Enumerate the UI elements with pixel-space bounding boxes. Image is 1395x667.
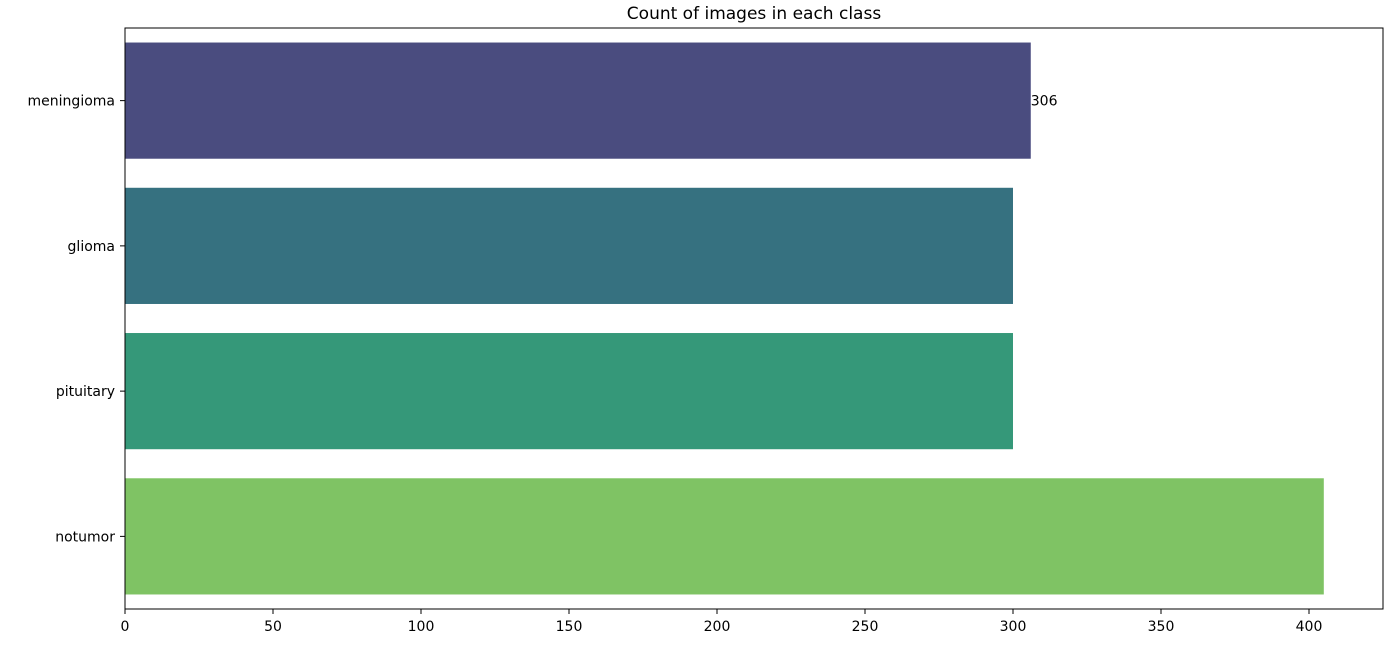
y-tick-label-notumor: notumor: [55, 529, 115, 545]
x-tick-label-350: 350: [1148, 619, 1175, 635]
x-tick-label-300: 300: [1000, 619, 1027, 635]
bar-meningioma: [125, 42, 1031, 159]
data-label-meningioma: 306: [1031, 94, 1058, 110]
bar-glioma: [125, 187, 1013, 304]
y-tick-label-pituitary: pituitary: [56, 384, 115, 400]
axes-layer: [120, 27, 1384, 614]
bar-notumor: [125, 478, 1324, 595]
x-tick-label-150: 150: [556, 619, 583, 635]
bar-pituitary: [125, 333, 1013, 450]
x-tick-label-50: 50: [264, 619, 282, 635]
x-tick-label-100: 100: [408, 619, 435, 635]
x-tick-label-400: 400: [1296, 619, 1323, 635]
y-tick-label-meningioma: meningioma: [28, 94, 115, 110]
chart-title: Count of images in each class: [627, 4, 882, 24]
bars-layer: [125, 42, 1324, 595]
x-tick-label-250: 250: [852, 619, 879, 635]
plot-frame: [124, 27, 1384, 610]
x-tick-label-200: 200: [704, 619, 731, 635]
x-tick-label-0: 0: [121, 619, 130, 635]
labels-layer: meningioma glioma pituitary notumor 306 0 50 10…: [28, 94, 1323, 635]
y-tick-label-glioma: glioma: [68, 239, 115, 255]
